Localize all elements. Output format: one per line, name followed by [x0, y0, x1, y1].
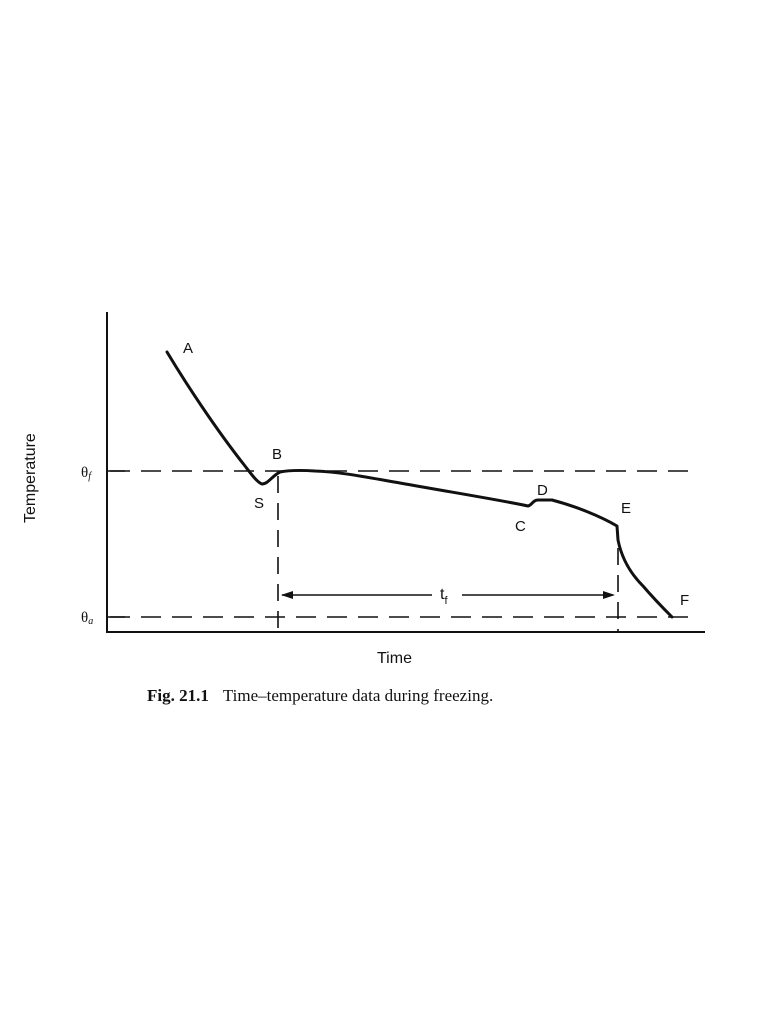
tf-label: tf	[440, 586, 448, 607]
y-axis-label: Temperature	[22, 433, 39, 523]
point-label-d: D	[537, 482, 548, 499]
arrowheads	[281, 591, 615, 599]
point-label-c: C	[515, 518, 526, 535]
point-labels: A B S C D E F	[183, 340, 689, 609]
reference-lines	[110, 470, 688, 632]
figure-number: Fig. 21.1	[147, 686, 209, 705]
point-label-b: B	[272, 446, 282, 463]
arrowhead-left-icon	[281, 591, 293, 599]
point-label-s: S	[254, 495, 264, 512]
freezing-curve	[165, 350, 674, 619]
theta-a-label: θa	[81, 610, 93, 627]
theta-labels: θf θa	[81, 465, 93, 627]
arrowhead-right-icon	[603, 591, 615, 599]
axes	[106, 312, 705, 633]
caption-text: Time–temperature data during freezing.	[222, 686, 494, 705]
point-label-e: E	[621, 500, 631, 517]
theta-f-label: θf	[81, 465, 92, 482]
y-ticks	[107, 470, 125, 618]
x-axis-label: Time	[377, 650, 412, 667]
figure-caption: Fig. 21.1 Time–temperature data during fr…	[147, 686, 667, 706]
point-label-f: F	[680, 592, 689, 609]
point-label-a: A	[183, 340, 193, 357]
